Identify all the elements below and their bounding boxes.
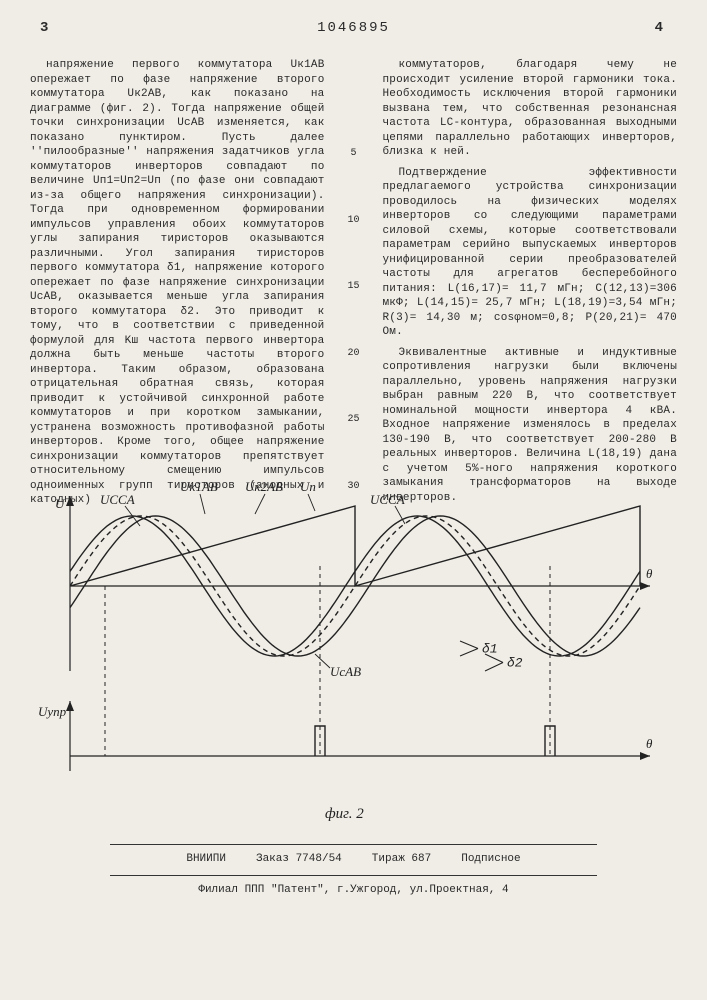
- svg-text:UCCA: UCCA: [100, 492, 135, 507]
- figure-2: δ1 δ2 U UCCA Uк1АВ Uк2АВ Uп UCCA UcAВ θ θ Uупр фиг. …: [30, 456, 677, 826]
- footer-row: ВНИИПИ Заказ 7748/54 Тираж 687 Подписное: [30, 853, 677, 867]
- right-col-para-1: коммутаторов, благодаря чему не происход…: [383, 58, 678, 160]
- page-number-left: 3: [40, 20, 52, 38]
- header: 3 1046895 4: [30, 20, 677, 50]
- footer-sub: Подписное: [461, 853, 520, 867]
- footer-order: Заказ 7748/54: [256, 853, 342, 867]
- text-columns: напряжение первого коммутатора Uк1АВ опе…: [30, 58, 677, 438]
- line-mark: 20: [347, 348, 359, 361]
- line-number-marks: 5 10 15 20 25 30: [345, 58, 363, 438]
- document-number: 1046895: [30, 20, 677, 38]
- line-mark: 30: [347, 481, 359, 494]
- footer-tirazh: Тираж 687: [372, 853, 431, 867]
- footer-org: ВНИИПИ: [186, 853, 226, 867]
- svg-text:θ: θ: [646, 736, 653, 751]
- line-mark: 15: [347, 281, 359, 294]
- right-column: коммутаторов, благодаря чему не происход…: [383, 58, 678, 438]
- svg-text:Uк2АВ: Uк2АВ: [245, 479, 283, 494]
- line-mark: 25: [347, 414, 359, 427]
- right-col-para-3: Эквивалентные активные и индуктивные соп…: [383, 346, 678, 506]
- svg-text:UCCA: UCCA: [370, 492, 405, 507]
- svg-text:Uк1АВ: Uк1АВ: [180, 479, 218, 494]
- svg-text:δ1: δ1: [482, 642, 498, 657]
- svg-text:θ: θ: [646, 566, 653, 581]
- right-col-para-2: Подтверждение эффективности предлагаемог…: [383, 166, 678, 340]
- footer-divider: [110, 844, 597, 845]
- footer-address: Филиал ППП "Патент", г.Ужгород, ул.Проек…: [30, 884, 677, 898]
- line-mark: 10: [347, 215, 359, 228]
- svg-text:Uупр: Uупр: [38, 704, 67, 719]
- figure-svg: δ1 δ2 U UCCA Uк1АВ Uк2АВ Uп UCCA UcAВ θ θ Uупр фиг. …: [30, 456, 670, 826]
- svg-text:U: U: [55, 496, 66, 511]
- svg-text:δ2: δ2: [507, 656, 523, 671]
- left-col-para: напряжение первого коммутатора Uк1АВ опе…: [30, 58, 325, 508]
- footer: ВНИИПИ Заказ 7748/54 Тираж 687 Подписное…: [30, 844, 677, 898]
- svg-text:Uп: Uп: [300, 479, 316, 494]
- footer-divider: [110, 875, 597, 876]
- left-column: напряжение первого коммутатора Uк1АВ опе…: [30, 58, 325, 438]
- page-number-right: 4: [655, 20, 667, 38]
- svg-text:UcAВ: UcAВ: [330, 664, 361, 679]
- svg-text:фиг. 2: фиг. 2: [325, 806, 364, 822]
- line-mark: 5: [350, 148, 356, 161]
